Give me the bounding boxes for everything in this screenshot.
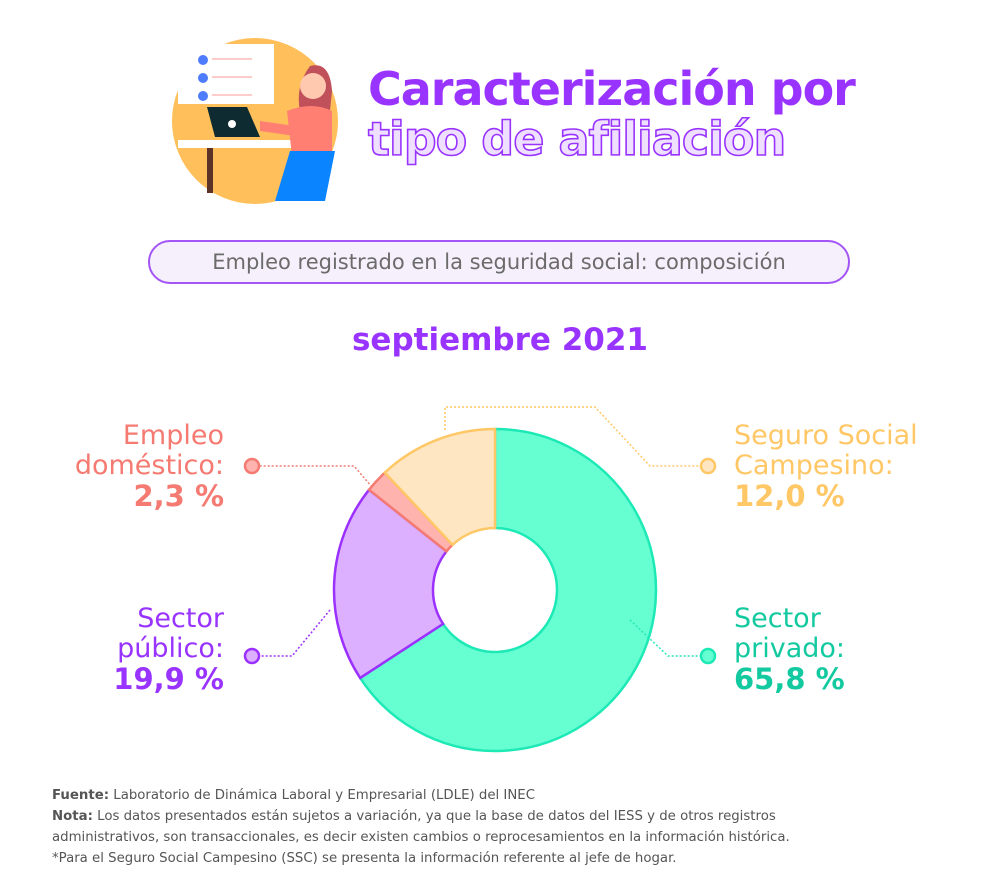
label-name: Campesino: bbox=[734, 450, 894, 481]
leader-dot-empleo-domestico bbox=[243, 457, 261, 475]
leader-dot-sector-privado bbox=[699, 647, 717, 665]
label-name: privado: bbox=[734, 633, 846, 664]
slice-sector-publico bbox=[332, 487, 449, 680]
title-line-1: Caracterización por bbox=[368, 62, 856, 116]
leader-line-sector-privado bbox=[629, 619, 708, 657]
label-seguro-social-campesino: Seguro Social Campesino: 12,0 % bbox=[734, 420, 918, 513]
label-empleo-domestico: Empleo doméstico: 2,3 % bbox=[74, 420, 224, 513]
ssc-note: *Para el Seguro Social Campesino (SSC) s… bbox=[52, 851, 677, 866]
leader-line-sector-publico bbox=[252, 609, 331, 657]
label-sector-publico: Sector público: 19,9 % bbox=[113, 603, 224, 696]
leader-line-empleo-domestico bbox=[252, 465, 373, 488]
note-label: Nota: bbox=[52, 809, 93, 824]
value-label: 19,9 % bbox=[113, 662, 224, 696]
note-text: administrativos, son transaccionales, es… bbox=[52, 830, 790, 845]
label-name: Sector bbox=[137, 603, 224, 634]
leader-dot-seguro-social-campesino bbox=[699, 457, 717, 475]
period-title: septiembre 2021 bbox=[351, 322, 648, 358]
value-label: 65,8 % bbox=[734, 662, 845, 696]
slice-sector-privado bbox=[358, 427, 658, 753]
value-label: 2,3 % bbox=[133, 479, 224, 513]
label-name: público: bbox=[117, 633, 224, 664]
value-label: 12,0 % bbox=[734, 479, 845, 513]
title-line-2: tipo de afiliación bbox=[367, 111, 787, 167]
footnotes: Fuente: Laboratorio de Dinámica Laboral … bbox=[52, 785, 790, 869]
source-text: Laboratorio de Dinámica Laboral y Empres… bbox=[109, 788, 535, 803]
leader-dot-sector-publico bbox=[243, 647, 261, 665]
label-name: Seguro Social bbox=[734, 420, 918, 451]
leader-line-seguro-social-campesino bbox=[444, 406, 708, 467]
label-name: Sector bbox=[734, 603, 821, 634]
label-name: doméstico: bbox=[74, 450, 224, 481]
note-text: Los datos presentados están sujetos a va… bbox=[92, 809, 776, 824]
source-label: Fuente: bbox=[52, 788, 110, 803]
woman-laptop-illustration bbox=[172, 38, 338, 204]
slice-seguro-social-campesino bbox=[383, 427, 497, 547]
subtitle-pill: Empleo registrado en la seguridad social… bbox=[148, 240, 850, 284]
label-sector-privado: Sector privado: 65,8 % bbox=[734, 603, 846, 696]
label-name: Empleo bbox=[122, 420, 224, 451]
